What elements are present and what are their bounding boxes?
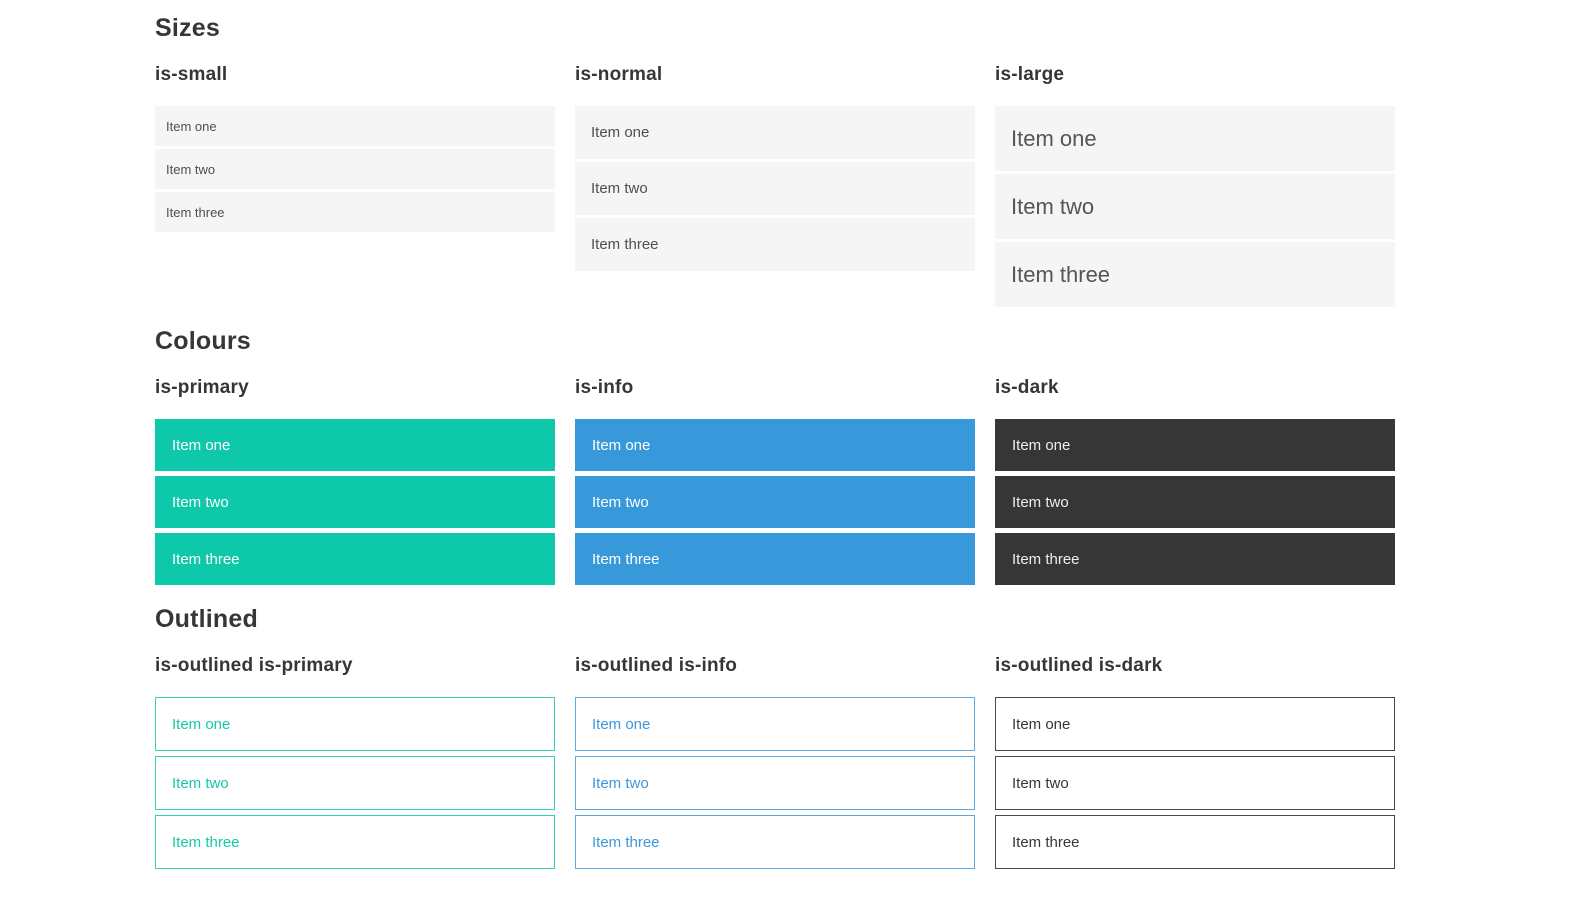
group-is-dark: is-dark Item one Item two Item three bbox=[995, 377, 1395, 585]
group-is-small: is-small Item one Item two Item three bbox=[155, 64, 555, 307]
section-colours: Colours is-primary Item one Item two Ite… bbox=[155, 327, 1595, 585]
list-item: Item two bbox=[575, 476, 975, 528]
sizes-row: is-small Item one Item two Item three is… bbox=[155, 64, 1595, 307]
group-label-is-primary: is-primary bbox=[155, 377, 249, 398]
list-item: Item one bbox=[155, 419, 555, 471]
colours-row: is-primary Item one Item two Item three … bbox=[155, 377, 1595, 585]
item-list-dark: Item one Item two Item three bbox=[995, 419, 1395, 585]
group-label-is-large: is-large bbox=[995, 64, 1065, 85]
item-list-small: Item one Item two Item three bbox=[155, 106, 555, 232]
group-is-primary: is-primary Item one Item two Item three bbox=[155, 377, 555, 585]
item-list-outlined-primary: Item one Item two Item three bbox=[155, 697, 555, 869]
group-is-large: is-large Item one Item two Item three bbox=[995, 64, 1395, 307]
outlined-row: is-outlined is-primary Item one Item two… bbox=[155, 655, 1595, 869]
list-item: Item one bbox=[995, 697, 1395, 751]
item-list-large: Item one Item two Item three bbox=[995, 106, 1395, 307]
list-item: Item two bbox=[995, 476, 1395, 528]
list-item: Item two bbox=[995, 756, 1395, 810]
list-item: Item one bbox=[995, 106, 1395, 171]
group-label-is-small: is-small bbox=[155, 64, 228, 85]
list-item: Item two bbox=[155, 149, 555, 189]
group-is-normal: is-normal Item one Item two Item three bbox=[575, 64, 975, 307]
group-is-outlined-is-primary: is-outlined is-primary Item one Item two… bbox=[155, 655, 555, 869]
group-is-info: is-info Item one Item two Item three bbox=[575, 377, 975, 585]
section-title-colours: Colours bbox=[155, 327, 251, 355]
list-item: Item three bbox=[155, 192, 555, 232]
group-label-is-outlined-is-info: is-outlined is-info bbox=[575, 655, 738, 676]
section-outlined: Outlined is-outlined is-primary Item one… bbox=[155, 605, 1595, 869]
item-list-info: Item one Item two Item three bbox=[575, 419, 975, 585]
section-title-outlined: Outlined bbox=[155, 605, 258, 633]
list-item: Item three bbox=[995, 242, 1395, 307]
list-item: Item three bbox=[575, 815, 975, 869]
list-item: Item two bbox=[155, 756, 555, 810]
list-item: Item two bbox=[995, 174, 1395, 239]
list-item: Item two bbox=[575, 756, 975, 810]
list-item: Item three bbox=[575, 533, 975, 585]
list-item: Item one bbox=[155, 697, 555, 751]
group-label-is-dark: is-dark bbox=[995, 377, 1059, 398]
list-item: Item three bbox=[995, 815, 1395, 869]
list-item: Item three bbox=[575, 218, 975, 271]
item-list-outlined-info: Item one Item two Item three bbox=[575, 697, 975, 869]
section-sizes: Sizes is-small Item one Item two Item th… bbox=[155, 14, 1595, 307]
list-item: Item three bbox=[155, 815, 555, 869]
list-item: Item three bbox=[155, 533, 555, 585]
group-label-is-normal: is-normal bbox=[575, 64, 663, 85]
list-item: Item one bbox=[995, 419, 1395, 471]
group-label-is-outlined-is-dark: is-outlined is-dark bbox=[995, 655, 1163, 676]
list-item: Item two bbox=[575, 162, 975, 215]
list-item: Item one bbox=[575, 419, 975, 471]
list-item: Item one bbox=[155, 106, 555, 146]
group-label-is-info: is-info bbox=[575, 377, 634, 398]
item-list-primary: Item one Item two Item three bbox=[155, 419, 555, 585]
item-list-outlined-dark: Item one Item two Item three bbox=[995, 697, 1395, 869]
list-item: Item three bbox=[995, 533, 1395, 585]
group-is-outlined-is-info: is-outlined is-info Item one Item two It… bbox=[575, 655, 975, 869]
group-is-outlined-is-dark: is-outlined is-dark Item one Item two It… bbox=[995, 655, 1395, 869]
component-demo-page: Sizes is-small Item one Item two Item th… bbox=[155, 14, 1595, 869]
section-title-sizes: Sizes bbox=[155, 14, 220, 42]
list-item: Item one bbox=[575, 697, 975, 751]
list-item: Item one bbox=[575, 106, 975, 159]
item-list-normal: Item one Item two Item three bbox=[575, 106, 975, 271]
list-item: Item two bbox=[155, 476, 555, 528]
group-label-is-outlined-is-primary: is-outlined is-primary bbox=[155, 655, 353, 676]
